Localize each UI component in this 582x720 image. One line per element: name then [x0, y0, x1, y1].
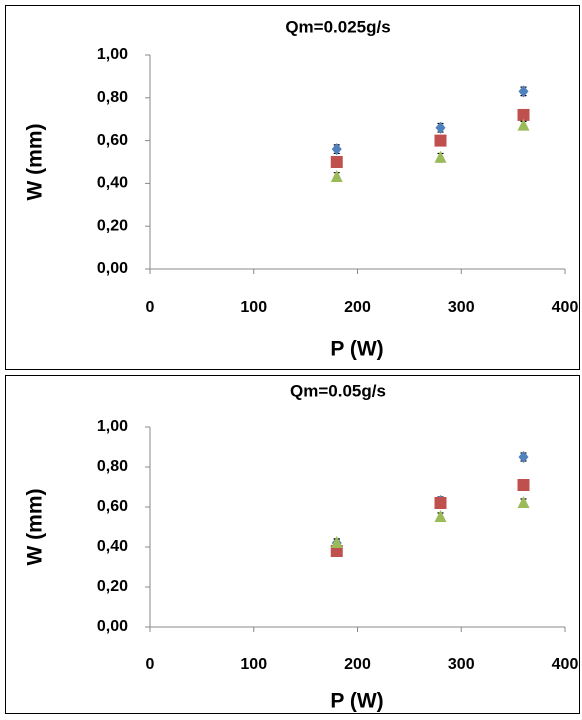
y-axis-title: W (mm): [24, 124, 47, 201]
point: [518, 451, 529, 463]
frame: [5, 375, 580, 714]
frame: [5, 5, 580, 370]
x-tick-label: 200: [344, 656, 371, 673]
point: [517, 108, 530, 121]
point: [434, 497, 447, 509]
x-tick-label: 100: [240, 656, 267, 673]
x-tick-label: 0: [146, 656, 155, 673]
point: [517, 118, 530, 131]
x-tick-label: 300: [448, 656, 475, 673]
x-axis-title: P (W): [330, 690, 383, 713]
x-tick-label: 400: [552, 656, 579, 673]
y-tick-label: 0,60: [97, 132, 128, 149]
y-tick-label: 0,00: [97, 260, 128, 277]
point: [434, 150, 447, 163]
chart-title: Qm=0.05g/s: [290, 381, 386, 400]
y-tick-label: 0,00: [97, 618, 128, 635]
y-tick-label: 0,20: [97, 217, 128, 234]
x-tick-label: 0: [146, 299, 155, 316]
point: [331, 143, 342, 156]
y-tick-label: 1,00: [97, 46, 128, 63]
x-tick-label: 300: [448, 299, 475, 316]
x-tick-label: 200: [344, 299, 371, 316]
y-tick-label: 0,80: [97, 89, 128, 106]
x-axis-title: P (W): [330, 338, 383, 361]
y-tick-label: 0,40: [97, 175, 128, 192]
point: [330, 156, 343, 168]
point: [517, 479, 530, 491]
point: [330, 169, 343, 182]
point: [517, 496, 530, 508]
y-axis-title: W (mm): [24, 489, 47, 566]
point: [330, 536, 343, 548]
chart-title: Qm=0.025g/s: [285, 17, 390, 36]
y-tick-label: 0,60: [97, 498, 128, 515]
point: [434, 134, 447, 147]
y-tick-label: 0,20: [97, 578, 128, 595]
y-tick-label: 0,80: [97, 458, 128, 475]
y-tick-label: 1,00: [97, 418, 128, 435]
x-tick-label: 400: [552, 299, 579, 316]
y-tick-label: 0,40: [97, 538, 128, 555]
point: [518, 85, 529, 98]
x-tick-label: 100: [240, 299, 267, 316]
point: [435, 121, 446, 134]
point: [434, 510, 447, 522]
